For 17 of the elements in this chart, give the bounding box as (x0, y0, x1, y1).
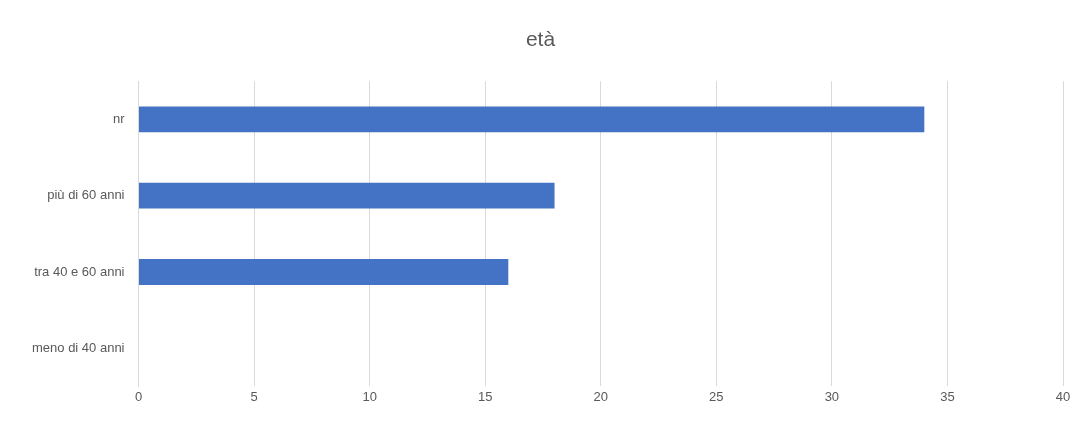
x-tick-label: 20 (593, 388, 608, 404)
bar (139, 258, 509, 285)
x-tick-label: 10 (362, 388, 377, 404)
x-tick-label: 30 (824, 388, 840, 404)
y-tick-label: meno di 40 anni (32, 339, 125, 355)
x-tick-label: 25 (709, 388, 724, 404)
x-tick-label: 40 (1055, 388, 1071, 404)
x-tick-label: 0 (134, 388, 143, 404)
y-tick-label: tra 40 e 60 anni (34, 263, 125, 279)
x-tick-label: 15 (477, 388, 493, 404)
chart-title: età (525, 27, 556, 51)
y-tick-label: nr (112, 110, 126, 126)
y-tick-label: più di 60 anni (47, 187, 125, 203)
bar (139, 106, 925, 133)
bar (139, 182, 555, 209)
x-tick-label: 35 (940, 388, 955, 404)
x-tick-label: 5 (250, 388, 258, 404)
